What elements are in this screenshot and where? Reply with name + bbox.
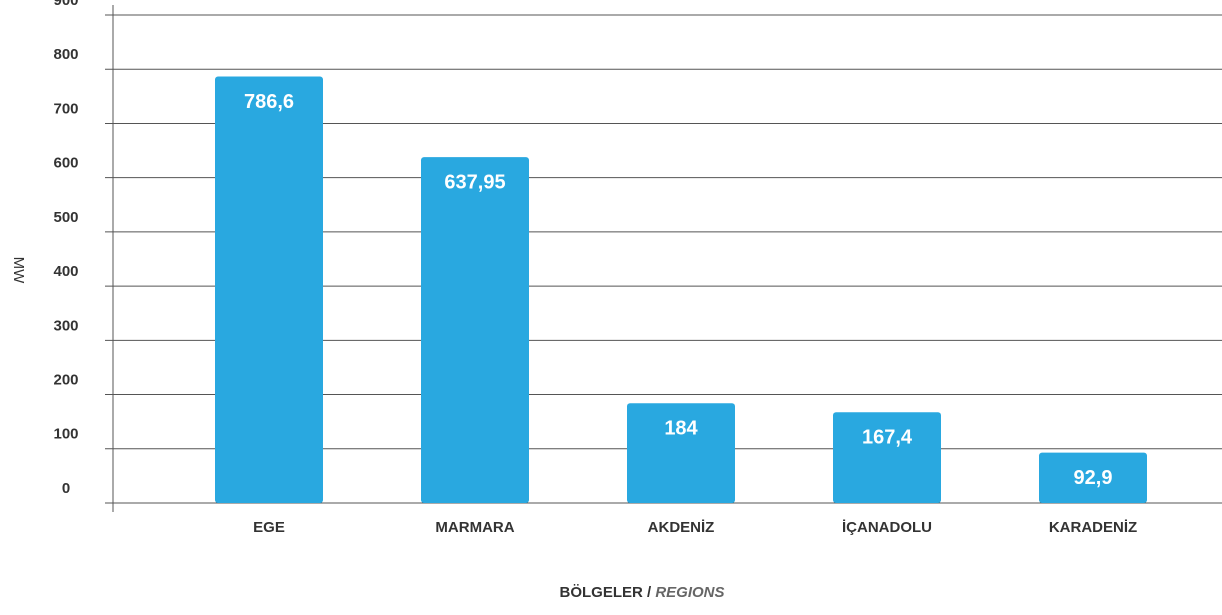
y-tick-label: 100 [53, 426, 78, 443]
x-axis-label-tr: BÖLGELER / [559, 584, 652, 601]
x-axis-label: BÖLGELER / REGIONS [559, 584, 724, 601]
x-tick-label: MARMARA [435, 519, 514, 536]
x-tick-label: KARADENİZ [1049, 519, 1137, 536]
bar [215, 76, 323, 503]
bar [627, 403, 735, 503]
y-tick-label: 300 [53, 317, 78, 334]
y-axis-label: MW [10, 257, 27, 284]
value-label: 184 [664, 418, 698, 440]
x-tick-label: İÇANADOLU [842, 519, 932, 536]
x-tick-label: EGE [253, 519, 285, 536]
y-tick-label: 0 [62, 480, 70, 497]
value-label: 637,95 [444, 171, 505, 193]
y-tick-label: 700 [53, 100, 78, 117]
bar [421, 157, 529, 503]
value-label: 92,9 [1074, 467, 1113, 489]
bar [1039, 452, 1147, 503]
y-tick-label: 200 [53, 372, 78, 389]
y-tick-label: 500 [53, 209, 78, 226]
y-tick-label: 600 [53, 155, 78, 172]
value-label: 167,4 [862, 427, 913, 449]
x-tick-label: AKDENİZ [648, 519, 715, 536]
value-label: 786,6 [244, 91, 294, 113]
x-axis-label-en: REGIONS [655, 584, 724, 601]
y-tick-label: 400 [53, 263, 78, 280]
y-tick-label: 800 [53, 46, 78, 63]
y-tick-label: 900 [53, 0, 78, 9]
bar [833, 412, 941, 503]
